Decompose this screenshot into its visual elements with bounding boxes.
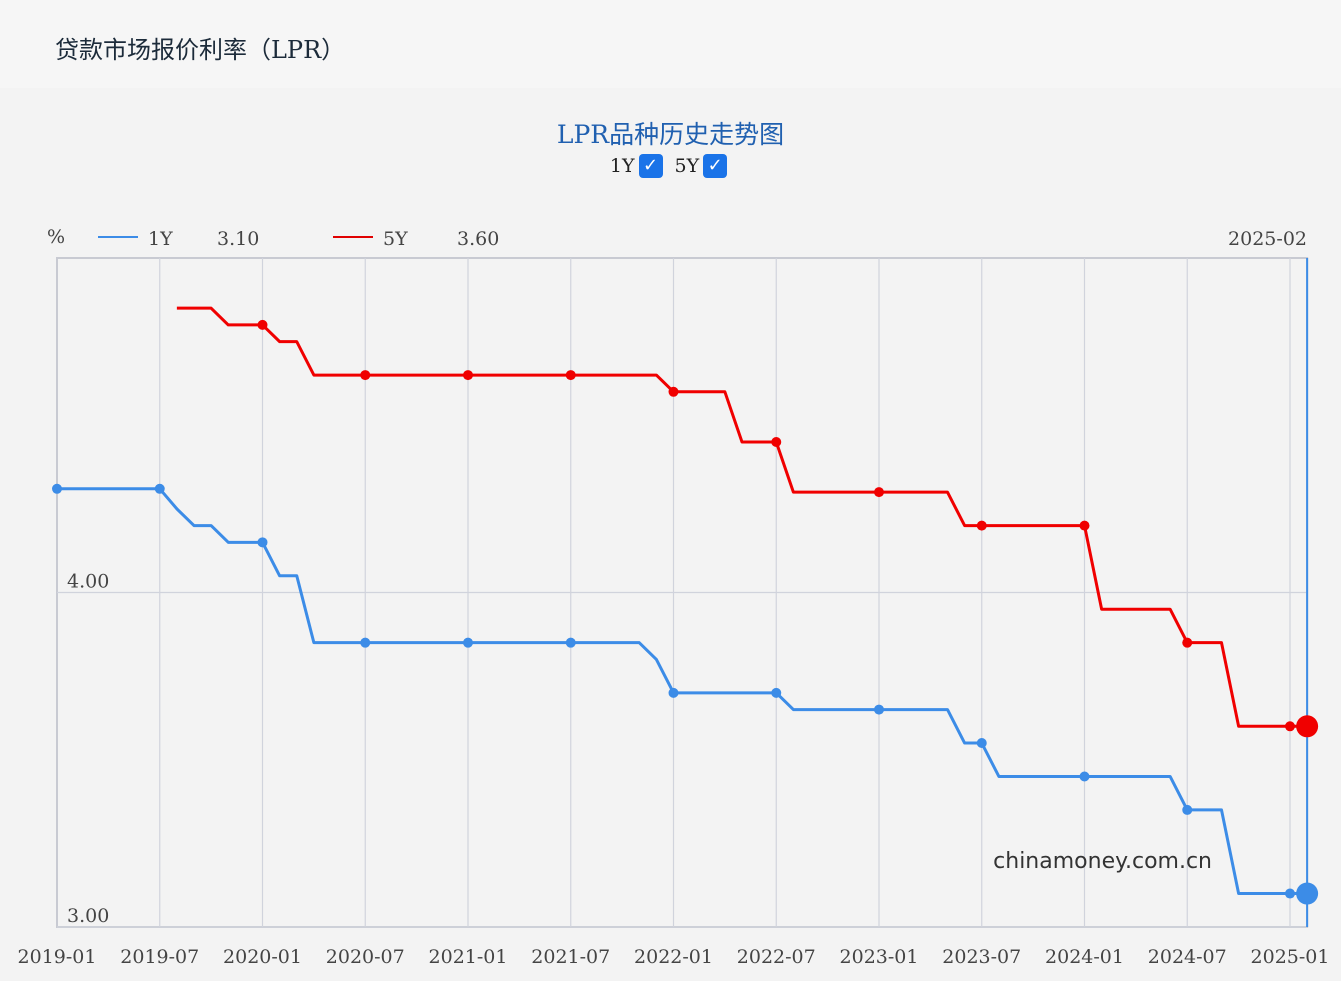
x-tick-label: 2019-01 bbox=[18, 946, 97, 968]
data-point-5y bbox=[463, 370, 473, 381]
x-tick-label: 2021-01 bbox=[429, 946, 508, 968]
y-tick-label: 4.00 bbox=[67, 571, 109, 593]
toggle-5y-checkbox[interactable]: ✓ bbox=[703, 154, 728, 178]
data-point-5y bbox=[257, 319, 268, 330]
data-point-5y bbox=[771, 436, 782, 447]
data-point-5y bbox=[874, 487, 884, 498]
chart-title: LPR品种历史走势图 bbox=[556, 120, 785, 149]
data-point-1y bbox=[257, 537, 268, 548]
data-point-5y bbox=[668, 386, 679, 397]
x-tick-label: 2020-07 bbox=[326, 946, 405, 968]
page-title: 贷款市场报价利率（LPR） bbox=[55, 36, 346, 64]
watermark: chinamoney.com.cn bbox=[993, 849, 1212, 874]
data-point-1y bbox=[1285, 888, 1295, 899]
x-tick-label: 2023-01 bbox=[840, 946, 919, 968]
series-line-1y bbox=[57, 487, 1308, 896]
data-point-1y bbox=[52, 483, 62, 494]
series-toggles: 1Y ✓ 5Y ✓ bbox=[0, 154, 1341, 178]
hover-date: 2025-02 bbox=[1228, 228, 1307, 250]
x-tick-label: 2024-01 bbox=[1045, 946, 1124, 968]
data-point-1y bbox=[360, 637, 371, 648]
x-tick-label: 2022-07 bbox=[737, 946, 816, 968]
data-point-1y bbox=[463, 637, 473, 648]
hover-point-1y bbox=[1296, 882, 1319, 905]
toggle-1y-checkbox[interactable]: ✓ bbox=[638, 154, 663, 178]
x-tick-label: 2019-07 bbox=[120, 946, 199, 968]
x-tick-label: 2020-01 bbox=[223, 946, 302, 968]
x-tick-label: 2025-01 bbox=[1251, 946, 1330, 968]
data-point-5y bbox=[360, 370, 371, 381]
data-point-1y bbox=[668, 687, 679, 698]
toggle-5y-label: 5Y bbox=[674, 155, 700, 177]
toggle-1y-label: 1Y bbox=[609, 155, 635, 177]
legend-1y-name: 1Y bbox=[148, 228, 173, 250]
x-tick-label: 2023-07 bbox=[942, 946, 1021, 968]
data-point-5y bbox=[1285, 721, 1295, 732]
data-point-1y bbox=[771, 687, 782, 698]
data-point-1y bbox=[1079, 771, 1090, 782]
unit-label: % bbox=[47, 226, 65, 248]
x-tick-label: 2024-07 bbox=[1148, 946, 1227, 968]
data-point-5y bbox=[976, 520, 987, 531]
legend-5y-value: 3.60 bbox=[457, 228, 499, 250]
legend-5y-name: 5Y bbox=[383, 228, 408, 250]
data-point-5y bbox=[565, 370, 576, 381]
data-point-5y bbox=[1079, 520, 1090, 531]
y-tick-label: 3.00 bbox=[67, 905, 109, 927]
data-point-5y bbox=[1182, 637, 1193, 648]
data-point-1y bbox=[565, 637, 576, 648]
data-point-1y bbox=[154, 483, 165, 494]
series-line-5y bbox=[176, 306, 1308, 728]
x-tick-label: 2021-07 bbox=[531, 946, 610, 968]
data-point-1y bbox=[1182, 804, 1193, 815]
x-tick-label: 2022-01 bbox=[634, 946, 713, 968]
hover-point-5y bbox=[1296, 715, 1319, 738]
data-point-1y bbox=[976, 738, 987, 749]
header-bar: 贷款市场报价利率（LPR） bbox=[0, 0, 1341, 88]
legend-1y-value: 3.10 bbox=[217, 228, 259, 250]
data-point-1y bbox=[874, 704, 884, 715]
